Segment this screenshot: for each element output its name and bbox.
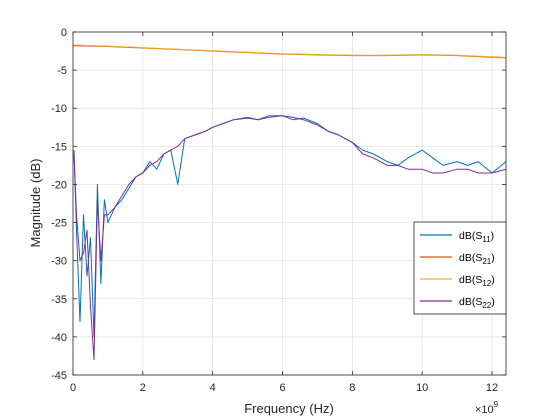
legend-box xyxy=(413,221,507,315)
y-tick-label: -30 xyxy=(51,256,67,268)
x-tick-label: 2 xyxy=(140,382,146,394)
y-tick-label: -20 xyxy=(51,179,67,191)
x-axis-label: Frequency (Hz) xyxy=(244,401,334,416)
y-tick-label: -10 xyxy=(51,103,67,115)
legend-entry-s12: dB(S12) xyxy=(420,274,495,288)
series-line-s22 xyxy=(73,115,506,361)
legend-label: dB(S21) xyxy=(459,252,495,266)
y-tick-label: -40 xyxy=(51,332,67,344)
y-tick-label: -15 xyxy=(51,141,67,153)
series-line-s12 xyxy=(73,44,506,58)
x-tick-label: 12 xyxy=(486,382,498,394)
legend: dB(S11) dB(S21) dB(S12) dB(S22) xyxy=(413,221,507,315)
y-tick-label: 0 xyxy=(61,27,67,39)
y-tick-label: -35 xyxy=(51,294,67,306)
x-tick-labels: 0 2 4 6 8 10 12 xyxy=(70,382,498,394)
y-tick-labels: 0 -5 -10 -15 -20 -25 -30 -35 -40 -45 xyxy=(51,27,67,382)
legend-label: dB(S22) xyxy=(459,296,495,310)
legend-label: dB(S12) xyxy=(459,274,495,288)
y-tick-label: -5 xyxy=(57,65,67,77)
x-tick-label: 6 xyxy=(279,382,285,394)
x-exponent-value: 9 xyxy=(494,400,499,409)
y-tick-label: -25 xyxy=(51,218,67,230)
x-tick-label: 8 xyxy=(349,382,355,394)
x-tick-label: 4 xyxy=(210,382,216,394)
x-exponent-base: ×10 xyxy=(475,404,494,416)
plot-area xyxy=(73,32,506,375)
y-tick-label: -45 xyxy=(51,370,67,382)
legend-label: dB(S11) xyxy=(459,230,494,244)
series-layer xyxy=(73,44,506,361)
x-exponent-label: ×109 xyxy=(475,400,499,416)
svg-text:×109: ×109 xyxy=(475,400,499,416)
legend-entry-s11: dB(S11) xyxy=(420,230,494,244)
x-tick-label: 0 xyxy=(70,382,76,394)
legend-entry-s22: dB(S22) xyxy=(420,296,495,310)
y-axis-label: Magnitude (dB) xyxy=(28,159,43,248)
x-tick-label: 10 xyxy=(416,382,428,394)
legend-entry-s21: dB(S21) xyxy=(420,252,495,266)
plot-frame xyxy=(72,31,507,376)
